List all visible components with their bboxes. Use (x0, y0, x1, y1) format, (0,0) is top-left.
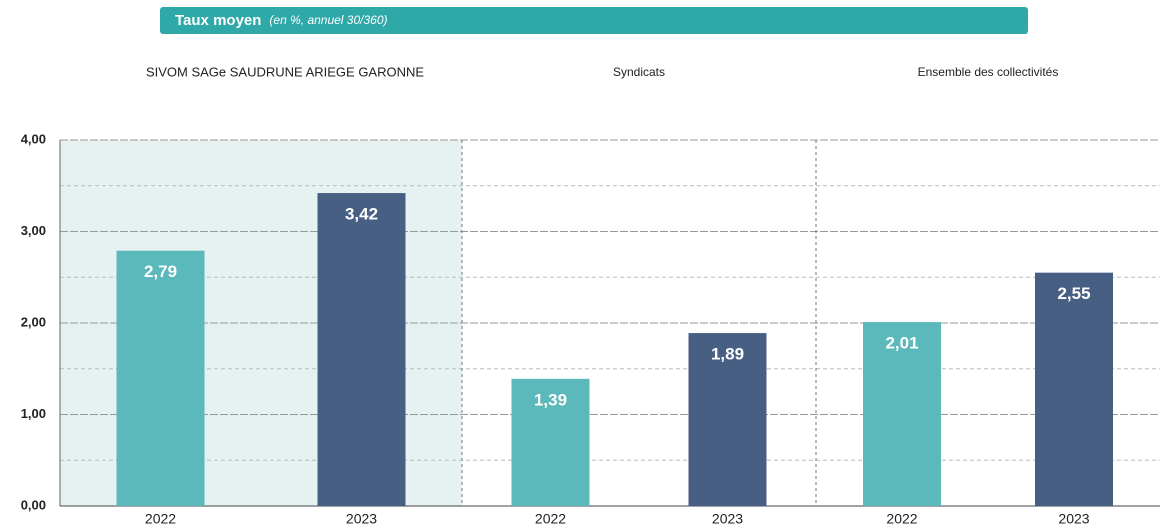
bar (116, 250, 205, 506)
bar (511, 378, 590, 506)
value-label: 1,89 (711, 345, 744, 364)
bar (863, 322, 941, 506)
y-tick-label: 0,00 (21, 497, 46, 512)
x-tick-label: 2023 (1058, 511, 1089, 527)
value-label: 3,42 (345, 205, 378, 224)
bar (688, 333, 767, 506)
x-tick-label: 2023 (712, 511, 743, 527)
panel-title: SIVOM SAGe SAUDRUNE ARIEGE GARONNE (146, 64, 424, 79)
x-tick-label: 2023 (346, 511, 377, 527)
y-tick-label: 4,00 (21, 131, 46, 146)
x-tick-label: 2022 (535, 511, 566, 527)
value-label: 2,01 (885, 334, 918, 353)
value-label: 2,55 (1057, 284, 1090, 303)
panel-title: Ensemble des collectivités (918, 65, 1059, 79)
bar (1035, 272, 1113, 506)
bar (317, 193, 406, 506)
y-tick-label: 2,00 (21, 314, 46, 329)
title: Taux moyen (175, 12, 261, 29)
title-bar (160, 7, 1028, 34)
subtitle: (en %, annuel 30/360) (269, 13, 387, 27)
value-label: 1,39 (534, 390, 567, 409)
x-tick-label: 2022 (886, 511, 917, 527)
y-tick-label: 1,00 (21, 406, 46, 421)
chart-title: Taux moyen (en %, annuel 30/360) (175, 12, 388, 29)
y-tick-label: 3,00 (21, 223, 46, 238)
panel-title: Syndicats (613, 65, 665, 79)
value-label: 2,79 (144, 262, 177, 281)
x-tick-label: 2022 (145, 511, 176, 527)
